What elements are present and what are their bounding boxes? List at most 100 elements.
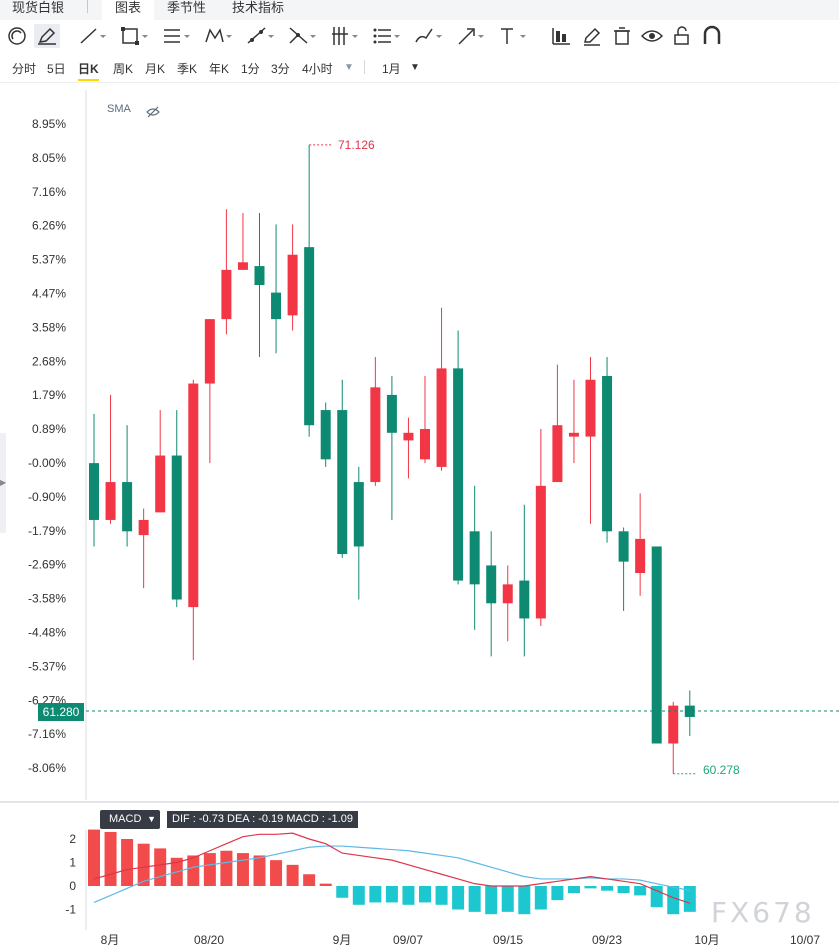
fibonacci-icon[interactable]: [330, 24, 360, 48]
line-icon[interactable]: [78, 24, 108, 48]
macd-histogram-bar: [203, 853, 216, 886]
candle-body: [585, 379, 596, 437]
tab-chart[interactable]: 图表: [102, 0, 154, 20]
macd-values: DIF : -0.73 DEA : -0.19 MACD : -1.09: [167, 811, 358, 828]
pen-icon[interactable]: [34, 24, 60, 48]
candle-body: [453, 368, 464, 581]
macd-y-tick-label: -1: [65, 903, 76, 917]
candle-body: [469, 531, 480, 585]
period-quarterly[interactable]: 季K: [177, 62, 198, 76]
candle-body: [403, 432, 414, 441]
macd-y-tick-label: 2: [69, 832, 76, 846]
eye-icon[interactable]: [640, 24, 670, 48]
range-selector[interactable]: 1月: [382, 62, 401, 76]
tab-divider: [87, 0, 88, 13]
x-tick-label: 10月: [694, 933, 719, 947]
period-monthly[interactable]: 月K: [145, 62, 166, 76]
y-tick-label: 2.68%: [32, 354, 66, 368]
channel-icon[interactable]: [372, 24, 402, 48]
caret-down-icon: ▼: [147, 814, 156, 824]
macd-histogram-bar: [485, 886, 498, 915]
sma-indicator-label: SMA: [107, 103, 131, 115]
macd-histogram-bar: [154, 848, 167, 886]
period-weekly[interactable]: 周K: [113, 62, 134, 76]
period-daily[interactable]: 日K: [78, 60, 99, 81]
candle-body: [237, 262, 248, 270]
period-5day[interactable]: 5日: [47, 62, 66, 76]
macd-histogram-bar: [468, 886, 481, 912]
macd-histogram-bar: [634, 886, 647, 896]
y-tick-label: -1.79%: [28, 524, 66, 538]
candle-body: [370, 387, 381, 483]
y-tick-label: -0.90%: [28, 490, 66, 504]
magnet-icon[interactable]: [700, 24, 730, 48]
tab-technical-indicators[interactable]: 技术指标: [232, 0, 285, 15]
macd-histogram-bar: [435, 886, 448, 905]
candle-body: [304, 247, 315, 426]
macd-histogram-bar: [501, 886, 514, 912]
macd-histogram-bar: [584, 886, 597, 889]
y-tick-label: -3.58%: [28, 592, 66, 606]
macd-dif-line: [93, 832, 690, 904]
tab-seasonality[interactable]: 季节性: [167, 0, 207, 15]
period-1min[interactable]: 1分: [241, 62, 260, 76]
period-4hour[interactable]: 4小时: [302, 62, 333, 76]
macd-y-tick-label: 0: [69, 879, 76, 893]
y-tick-label: -0.00%: [28, 456, 66, 470]
candle-body: [386, 394, 397, 433]
candle-body: [519, 580, 530, 619]
candle-body: [552, 425, 563, 483]
current-price-tag: 61.280: [38, 703, 84, 721]
target-icon[interactable]: [6, 24, 36, 48]
macd-histogram-bar: [236, 853, 249, 886]
candle-body: [651, 546, 662, 744]
top-tab-bar: 现货白银 图表 季节性 技术指标: [0, 0, 839, 20]
macd-histogram-bar: [385, 886, 398, 903]
x-tick-label: 09/15: [493, 933, 523, 947]
macd-histogram-bar: [88, 829, 100, 886]
bar-chart-icon[interactable]: [550, 24, 580, 48]
macd-histogram-bar: [270, 860, 283, 886]
tab-silver-spot[interactable]: 现货白银: [12, 0, 65, 15]
period-more-chevron-icon[interactable]: ▼: [344, 62, 354, 73]
period-yearly[interactable]: 年K: [209, 62, 230, 76]
lock-icon[interactable]: [670, 24, 700, 48]
macd-histogram-bar: [518, 886, 531, 915]
side-panel-handle[interactable]: ▶: [0, 433, 6, 533]
macd-tag-label: MACD: [109, 813, 142, 825]
candle-body: [105, 482, 116, 520]
macd-histogram-bar: [567, 886, 580, 894]
x-tick-label: 10/07: [790, 933, 820, 947]
candle-body: [221, 269, 232, 320]
trash-icon[interactable]: [610, 24, 640, 48]
rectangle-icon[interactable]: [120, 24, 150, 48]
parallel-lines-icon[interactable]: [162, 24, 192, 48]
eye-hidden-icon[interactable]: [146, 105, 160, 123]
low-price-label: 60.278: [703, 763, 740, 777]
arrow-icon[interactable]: [456, 24, 486, 48]
y-tick-label: 8.05%: [32, 151, 66, 165]
macd-histogram-bar: [336, 886, 349, 898]
macd-indicator-selector[interactable]: MACD ▼: [100, 810, 160, 829]
candle-body: [204, 319, 215, 384]
brush-icon[interactable]: [414, 24, 444, 48]
watermark-logo: FX678: [711, 896, 815, 929]
y-tick-label: 6.26%: [32, 219, 66, 233]
period-3min[interactable]: 3分: [271, 62, 290, 76]
macd-histogram-bar: [369, 886, 382, 903]
pattern-icon[interactable]: [204, 24, 234, 48]
x-tick-label: 9月: [333, 933, 352, 947]
range-chevron-down-icon[interactable]: ▼: [410, 62, 420, 73]
candle-body: [602, 375, 613, 532]
macd-histogram-bar: [551, 886, 564, 901]
measure-icon[interactable]: [246, 24, 276, 48]
macd-histogram-bar: [402, 886, 415, 905]
fork-icon[interactable]: [288, 24, 318, 48]
macd-dea-line: [93, 845, 690, 904]
candle-body: [122, 482, 133, 532]
edit-icon[interactable]: [580, 24, 610, 48]
y-tick-label: 0.89%: [32, 422, 66, 436]
text-icon[interactable]: [498, 24, 528, 48]
period-intraday[interactable]: 分时: [12, 62, 37, 76]
